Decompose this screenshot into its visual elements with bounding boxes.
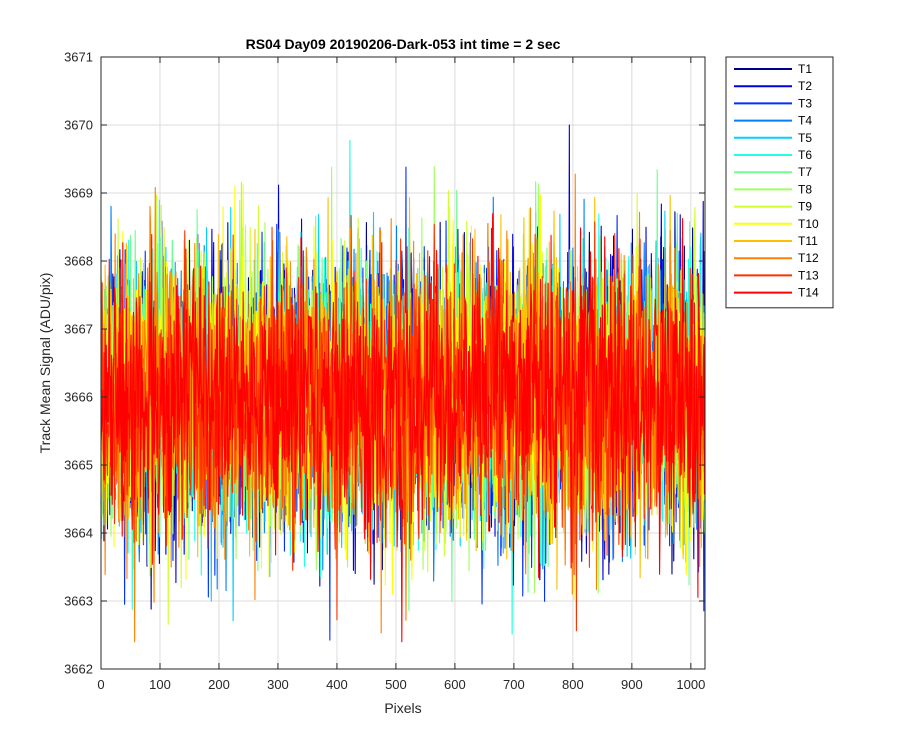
chart-title: RS04 Day09 20190206-Dark-053 int time = … bbox=[246, 36, 561, 52]
legend-label-t10: T10 bbox=[798, 217, 819, 231]
y-tick-label: 3671 bbox=[64, 50, 93, 65]
axis-ticks: 0 100 200 300 400 500 600 700 800 900 1000 3662 3663… bbox=[64, 50, 705, 693]
series-line-t14 bbox=[100, 213, 705, 643]
legend-label-t4: T4 bbox=[798, 114, 812, 128]
y-tick-label: 3665 bbox=[64, 458, 93, 473]
legend-label-t11: T11 bbox=[798, 234, 818, 248]
legend-label-t14: T14 bbox=[798, 286, 819, 300]
x-tick-label: 300 bbox=[267, 677, 289, 692]
legend-label-t3: T3 bbox=[798, 96, 812, 110]
y-tick-label: 3669 bbox=[64, 186, 93, 201]
legend-label-t5: T5 bbox=[798, 131, 812, 145]
legend-label-t7: T7 bbox=[798, 165, 812, 179]
y-axis-label: Track Mean Signal (ADU/pix) bbox=[37, 273, 53, 454]
y-tick-label: 3663 bbox=[64, 594, 93, 609]
x-tick-label: 700 bbox=[503, 677, 525, 692]
y-tick-label: 3664 bbox=[64, 526, 93, 541]
y-tick-label: 3662 bbox=[64, 662, 93, 677]
series-lines bbox=[100, 124, 705, 643]
y-tick-label: 3667 bbox=[64, 322, 93, 337]
legend-box bbox=[725, 56, 834, 309]
x-tick-label: 0 bbox=[97, 677, 104, 692]
x-tick-label: 400 bbox=[326, 677, 348, 692]
legend-label-t1: T1 bbox=[798, 62, 812, 76]
legend: T1 T2 T3 T4 T5 T6 T7 T8 T9 T10 T11 T12 T13 T14 bbox=[725, 56, 834, 309]
x-tick-label: 500 bbox=[385, 677, 407, 692]
x-tick-label: 900 bbox=[621, 677, 643, 692]
x-tick-label: 600 bbox=[444, 677, 466, 692]
legend-label-t13: T13 bbox=[798, 268, 819, 282]
y-tick-label: 3670 bbox=[64, 118, 93, 133]
x-tick-label: 200 bbox=[208, 677, 230, 692]
x-tick-label: 1000 bbox=[676, 677, 705, 692]
legend-label-t6: T6 bbox=[798, 148, 812, 162]
y-tick-label: 3666 bbox=[64, 390, 93, 405]
plot-frame bbox=[100, 56, 706, 670]
legend-label-t12: T12 bbox=[798, 251, 819, 265]
legend-label-t2: T2 bbox=[798, 79, 812, 93]
x-tick-label: 800 bbox=[562, 677, 584, 692]
x-tick-label: 100 bbox=[149, 677, 171, 692]
x-axis-label: Pixels bbox=[384, 700, 421, 716]
legend-label-t9: T9 bbox=[798, 200, 812, 214]
y-tick-label: 3668 bbox=[64, 254, 93, 269]
legend-label-t8: T8 bbox=[798, 182, 812, 196]
